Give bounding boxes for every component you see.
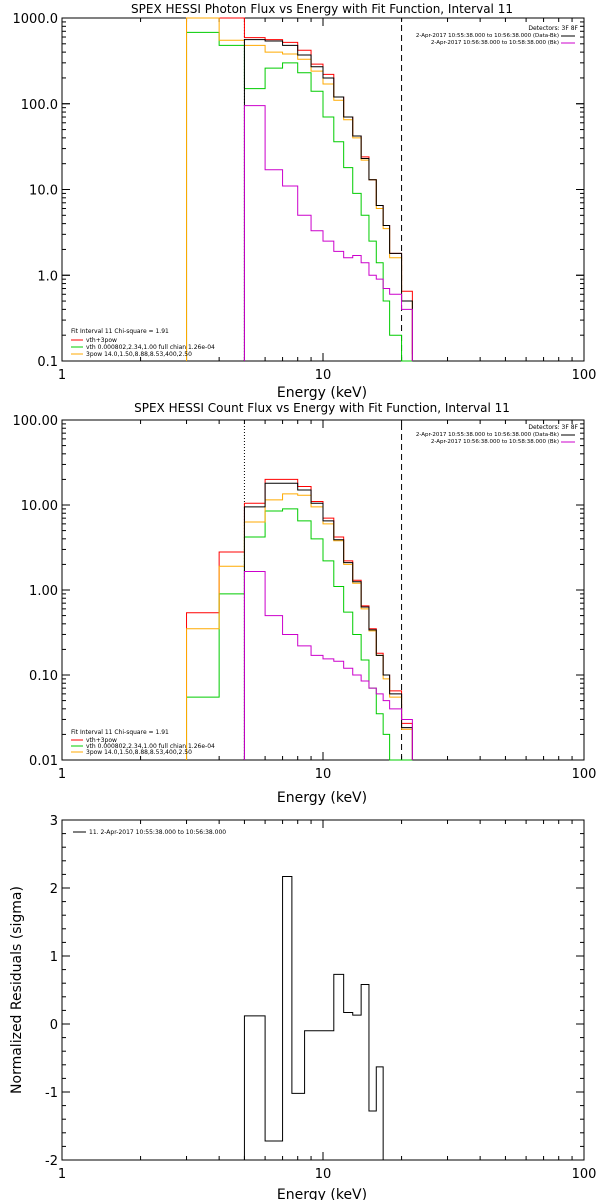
photon-flux-series-2-line bbox=[186, 17, 413, 361]
residuals-x-tick-label: 1 bbox=[58, 1167, 66, 1182]
count-flux-detectors-label: Detectors: 3F 8F bbox=[528, 424, 578, 431]
count-flux-series-1-line bbox=[186, 508, 413, 761]
photon-flux-legend-3pow: 3pow 14.0,1.50,8.88,8.53,400,2.50 bbox=[86, 351, 192, 358]
count-flux-panel: SPEX HESSI Count Flux vs Energy with Fit… bbox=[13, 401, 597, 806]
photon-flux-x-tick-label: 10 bbox=[315, 368, 332, 383]
residuals-x-tick-label: 100 bbox=[572, 1167, 597, 1182]
count-flux-legend-3pow: 3pow 14.0,1.50,8.88,8.53,400,2.50 bbox=[86, 749, 192, 756]
count-flux-y-tick-label: 0.01 bbox=[29, 754, 58, 769]
photon-flux-marks: 1 10 100 0.1 1.0 10.0 100.0 1000.0 bbox=[13, 12, 597, 383]
photon-flux-detectors-label: Detectors: 3F 8F bbox=[528, 25, 578, 32]
photon-flux-y-tick-label: 1.0 bbox=[37, 269, 58, 284]
photon-flux-y-tick-label: 100.0 bbox=[21, 98, 58, 113]
count-flux-time-label-data: 2-Apr-2017 10:55:38.000 to 10:56:38.000 … bbox=[416, 432, 559, 438]
count-flux-legend-vth: vth 0.000802,2.34,1.00 full chian 1.26e-… bbox=[86, 743, 215, 750]
residuals-y-axis-label: Normalized Residuals (sigma) bbox=[9, 886, 25, 1094]
residuals-y-tick-label: -1 bbox=[45, 1086, 58, 1101]
photon-flux-x-tick-label: 100 bbox=[572, 368, 597, 383]
photon-flux-x-axis-label: Energy (keV) bbox=[277, 385, 367, 401]
count-flux-legend-total: vth+3pow bbox=[86, 737, 117, 744]
count-flux-x-tick-label: 1 bbox=[58, 767, 66, 782]
residuals-y-tick-label: -2 bbox=[45, 1154, 58, 1169]
count-flux-y-tick-label: 0.10 bbox=[29, 669, 58, 684]
photon-flux-y-tick-label: 1000.0 bbox=[13, 12, 59, 27]
photon-flux-legend-vth: vth 0.000802,2.34,1.00 full chian 1.26e-… bbox=[86, 344, 215, 351]
residuals-series-0-line bbox=[243, 875, 384, 1160]
photon-flux-x-tick-label: 1 bbox=[58, 368, 66, 383]
photon-flux-series-1-line bbox=[186, 31, 413, 362]
residuals-y-tick-label: 3 bbox=[50, 814, 58, 829]
count-flux-x-tick-label: 10 bbox=[315, 767, 332, 782]
count-flux-series-3-line bbox=[243, 482, 413, 760]
residuals-marks: 1 10 100 -2 -1 0 1 2 3 bbox=[45, 814, 596, 1182]
photon-flux-series-0-line bbox=[186, 17, 413, 361]
count-flux-x-tick-label: 100 bbox=[572, 767, 597, 782]
photon-flux-time-label-bk: 2-Apr-2017 10:56:38.000 to 10:58:38.000 … bbox=[431, 40, 559, 46]
residuals-panel: 1 10 100 -2 -1 0 1 2 3 Energy (keV) Normalized R… bbox=[9, 814, 596, 1203]
photon-flux-series-4-line bbox=[243, 105, 413, 361]
count-flux-plot-frame bbox=[61, 419, 585, 761]
residuals-x-tick-label: 10 bbox=[315, 1167, 332, 1182]
photon-flux-title: SPEX HESSI Photon Flux vs Energy with Fi… bbox=[131, 2, 513, 16]
count-flux-legend-header: Fit Interval 11 Chi-square = 1.91 bbox=[71, 729, 169, 736]
count-flux-x-axis-label: Energy (keV) bbox=[277, 790, 367, 806]
count-flux-marks: 1 10 100 0.01 0.10 1.00 10.00 100.00 bbox=[13, 414, 597, 782]
photon-flux-y-tick-label: 0.1 bbox=[37, 355, 58, 370]
photon-flux-y-tick-label: 10.0 bbox=[29, 184, 58, 199]
residuals-y-tick-label: 2 bbox=[50, 882, 58, 897]
count-flux-series-0-line bbox=[186, 478, 413, 760]
count-flux-y-tick-label: 10.00 bbox=[21, 499, 58, 514]
residuals-y-tick-label: 0 bbox=[50, 1018, 58, 1033]
residuals-legend-label: 11. 2-Apr-2017 10:55:38.000 to 10:56:38.… bbox=[89, 829, 226, 836]
count-flux-title: SPEX HESSI Count Flux vs Energy with Fit… bbox=[134, 401, 510, 415]
count-flux-y-tick-label: 100.00 bbox=[13, 414, 59, 429]
count-flux-y-tick-label: 1.00 bbox=[29, 584, 58, 599]
residuals-y-tick-label: 1 bbox=[50, 950, 58, 965]
photon-flux-series-3-line bbox=[243, 39, 413, 361]
photon-flux-legend-header: Fit Interval 11 Chi-square = 1.91 bbox=[71, 328, 169, 335]
photon-flux-legend-total: vth+3pow bbox=[86, 337, 117, 344]
count-flux-series-2-line bbox=[186, 493, 413, 760]
count-flux-time-label-bk: 2-Apr-2017 10:56:38.000 to 10:58:38.000 … bbox=[431, 439, 559, 445]
residuals-plot-frame bbox=[61, 819, 585, 1161]
count-flux-series-4-line bbox=[243, 571, 413, 760]
photon-flux-panel: SPEX HESSI Photon Flux vs Energy with Fi… bbox=[13, 2, 597, 401]
photon-flux-time-label-data: 2-Apr-2017 10:55:38.000 to 10:56:38.000 … bbox=[416, 33, 559, 39]
residuals-x-axis-label: Energy (keV) bbox=[277, 1187, 367, 1200]
